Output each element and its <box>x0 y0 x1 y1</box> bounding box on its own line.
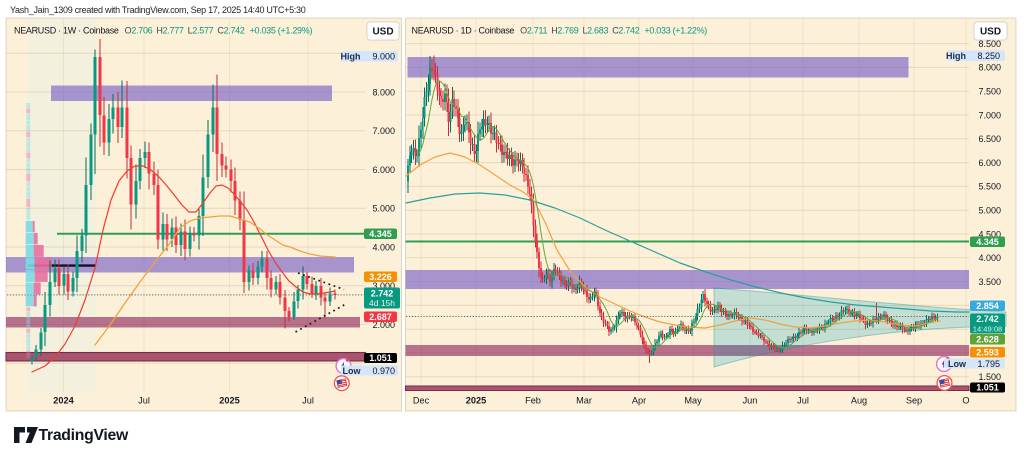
svg-text:1.795: 1.795 <box>977 359 1000 369</box>
svg-text:USD: USD <box>980 27 1001 38</box>
svg-text:4d 15h: 4d 15h <box>369 298 395 308</box>
svg-text:3.000: 3.000 <box>372 281 395 291</box>
svg-text:Low: Low <box>948 359 967 369</box>
svg-text:2.628: 2.628 <box>976 334 999 344</box>
svg-text:4.000: 4.000 <box>372 242 395 252</box>
svg-text:9.000: 9.000 <box>372 52 395 62</box>
svg-text:4.000: 4.000 <box>978 253 1001 263</box>
svg-text:2025: 2025 <box>466 396 486 406</box>
svg-text:TradingView: TradingView <box>39 427 129 444</box>
svg-text:1.051: 1.051 <box>369 353 392 363</box>
svg-text:High: High <box>341 52 361 62</box>
svg-text:USD: USD <box>372 27 393 38</box>
svg-text:6.000: 6.000 <box>978 158 1001 168</box>
svg-text:8.250: 8.250 <box>977 51 1000 61</box>
svg-text:Jun: Jun <box>743 396 758 406</box>
svg-text:2.742: 2.742 <box>371 289 394 299</box>
svg-text:7.000: 7.000 <box>372 126 395 136</box>
svg-text:4.345: 4.345 <box>976 237 999 247</box>
svg-text:Dec: Dec <box>413 396 430 406</box>
svg-text:Feb: Feb <box>525 396 541 406</box>
svg-text:Aug: Aug <box>851 396 867 406</box>
svg-text:2.742: 2.742 <box>976 314 999 324</box>
svg-text:Sep: Sep <box>906 396 922 406</box>
svg-text:Jul: Jul <box>138 396 150 406</box>
svg-text:2025: 2025 <box>219 396 239 406</box>
svg-text:5.000: 5.000 <box>978 206 1001 216</box>
svg-text:High: High <box>946 51 966 61</box>
svg-text:0.970: 0.970 <box>372 366 395 376</box>
svg-text:May: May <box>684 396 702 406</box>
svg-text:6.500: 6.500 <box>978 134 1001 144</box>
svg-text:8.000: 8.000 <box>978 63 1001 73</box>
svg-text:5.500: 5.500 <box>978 182 1001 192</box>
svg-text:7.500: 7.500 <box>978 87 1001 97</box>
svg-text:2.000: 2.000 <box>372 320 395 330</box>
svg-text:Mar: Mar <box>576 396 592 406</box>
svg-text:Apr: Apr <box>632 396 646 406</box>
svg-text:3.226: 3.226 <box>369 272 392 282</box>
svg-text:5.000: 5.000 <box>372 204 395 214</box>
svg-text:14:49:08: 14:49:08 <box>973 324 1003 333</box>
svg-text:7.000: 7.000 <box>978 110 1001 120</box>
svg-text:1.051: 1.051 <box>976 383 999 393</box>
svg-text:2.854: 2.854 <box>976 301 999 311</box>
svg-text:4.500: 4.500 <box>978 229 1001 239</box>
svg-text:6.000: 6.000 <box>372 165 395 175</box>
svg-text:Jul: Jul <box>797 396 809 406</box>
svg-text:3.500: 3.500 <box>978 277 1001 287</box>
svg-text:2.687: 2.687 <box>369 312 392 322</box>
svg-text:O: O <box>962 396 969 406</box>
svg-text:4.345: 4.345 <box>369 229 392 239</box>
svg-text:8.000: 8.000 <box>372 87 395 97</box>
svg-text:1.500: 1.500 <box>978 372 1001 382</box>
svg-text:2024: 2024 <box>53 396 74 406</box>
svg-text:Yash_Jain_1309 created with Tr: Yash_Jain_1309 created with TradingView.… <box>10 5 306 15</box>
svg-text:2.593: 2.593 <box>976 347 999 357</box>
svg-text:Low: Low <box>343 366 362 376</box>
svg-text:8.500: 8.500 <box>978 39 1001 49</box>
svg-text:Jul: Jul <box>302 396 314 406</box>
